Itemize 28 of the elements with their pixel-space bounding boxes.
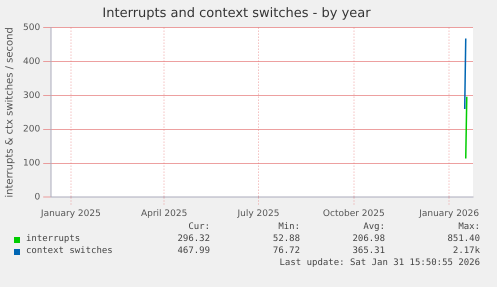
legend-label: context switches bbox=[26, 246, 113, 256]
legend-label: interrupts bbox=[26, 234, 80, 244]
text: 52.88 bbox=[272, 234, 300, 244]
text: 296.32 bbox=[177, 234, 210, 244]
y-tick-label: 500 bbox=[22, 22, 40, 33]
y-tick-label: 400 bbox=[22, 56, 40, 67]
text: 851.40 bbox=[447, 234, 480, 244]
text: 2.17k bbox=[452, 246, 480, 256]
text: Cur: bbox=[188, 222, 210, 232]
text: 206.98 bbox=[352, 234, 385, 244]
y-tick-label: 100 bbox=[22, 158, 40, 169]
y-tick-label: 300 bbox=[22, 90, 40, 101]
text: Last update: Sat Jan 31 15:50:55 2026 bbox=[280, 258, 480, 268]
x-tick-label: October 2025 bbox=[322, 208, 385, 219]
chart-title: Interrupts and context switches - by year bbox=[102, 6, 372, 22]
text: 365.31 bbox=[352, 246, 385, 256]
x-tick-label: January 2026 bbox=[418, 208, 480, 219]
x-tick-label: January 2025 bbox=[40, 208, 101, 219]
y-axis-title: interrupts & ctx switches / second bbox=[4, 27, 16, 198]
y-tick-label: 200 bbox=[22, 124, 40, 135]
text: 76.72 bbox=[272, 246, 300, 256]
text: 467.99 bbox=[177, 246, 210, 256]
text: Avg: bbox=[363, 222, 385, 232]
y-tick-label: 0 bbox=[34, 192, 40, 203]
text: Max: bbox=[458, 222, 480, 232]
x-tick-label: July 2025 bbox=[236, 208, 280, 219]
text: Min: bbox=[278, 222, 300, 232]
x-tick-label: April 2025 bbox=[140, 208, 188, 219]
